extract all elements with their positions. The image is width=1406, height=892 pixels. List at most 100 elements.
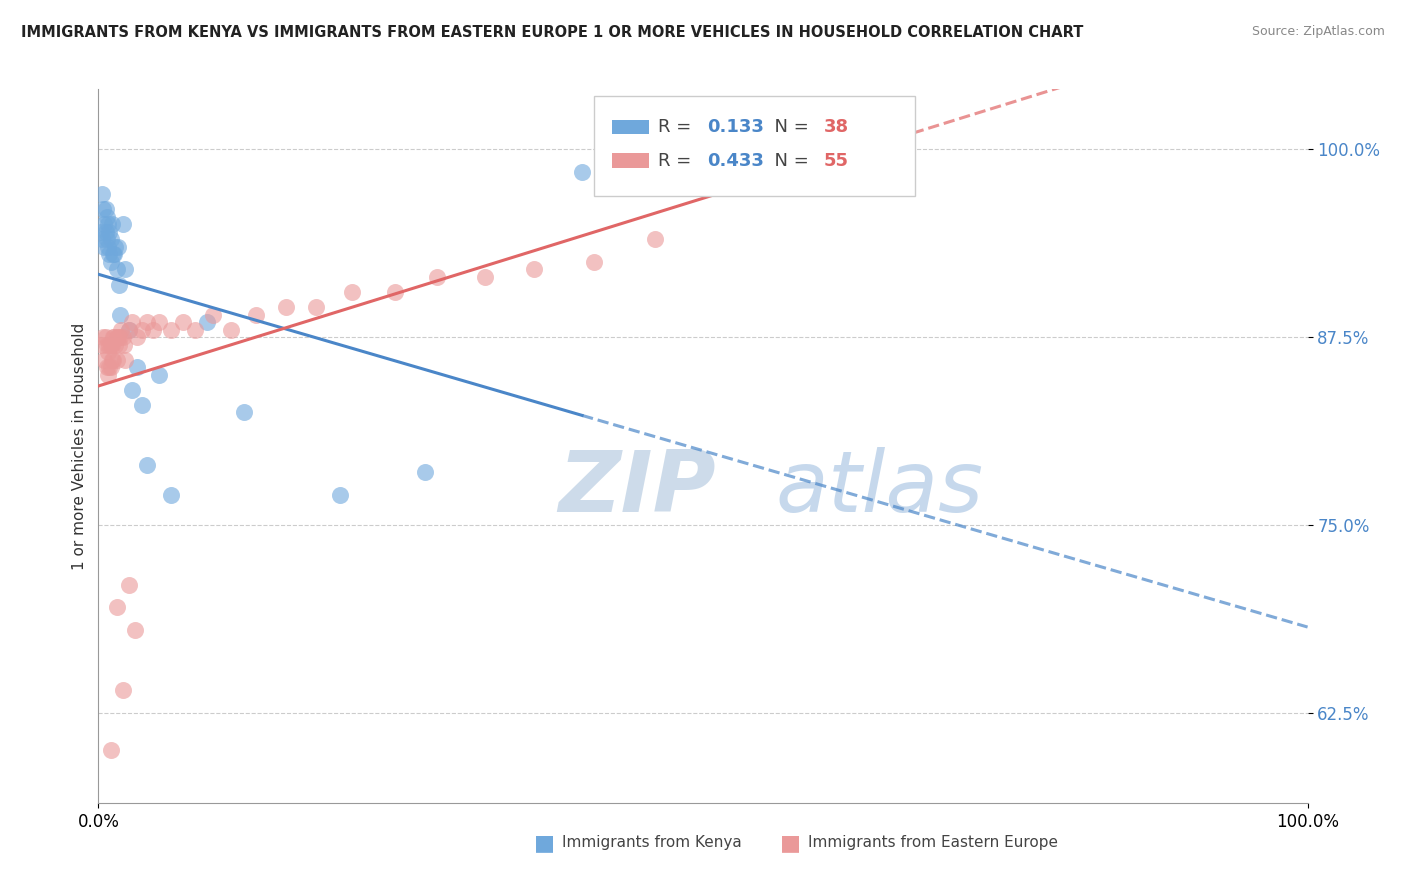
Point — [104, 337, 127, 351]
Point — [91, 187, 114, 202]
Text: ZIP: ZIP — [558, 447, 716, 531]
Point — [100, 360, 122, 375]
Point — [98, 337, 121, 351]
Point — [131, 398, 153, 412]
Point — [127, 360, 149, 375]
Point — [96, 210, 118, 224]
Point — [142, 322, 165, 336]
Point — [100, 255, 122, 269]
Point — [160, 488, 183, 502]
Point — [107, 240, 129, 254]
Point — [98, 360, 121, 375]
Point — [103, 330, 125, 344]
Point — [148, 368, 170, 382]
Point — [135, 458, 157, 472]
Point — [644, 232, 666, 246]
Point — [108, 330, 131, 344]
Point — [96, 337, 118, 351]
Point — [221, 322, 243, 336]
Point — [583, 255, 606, 269]
Point — [245, 308, 267, 322]
Point — [104, 240, 127, 254]
Point — [100, 218, 122, 232]
Point — [118, 322, 141, 336]
Point — [93, 240, 115, 254]
Text: R =: R = — [658, 118, 697, 136]
Point — [100, 743, 122, 757]
Point — [184, 322, 207, 336]
Point — [716, 157, 738, 171]
Point — [100, 337, 122, 351]
Text: N =: N = — [763, 152, 815, 169]
Point — [100, 352, 122, 367]
Point — [160, 322, 183, 336]
Text: 0.433: 0.433 — [707, 152, 763, 169]
Point — [97, 345, 120, 359]
Point — [105, 352, 128, 367]
Point — [100, 232, 122, 246]
Point — [384, 285, 406, 299]
Point — [195, 315, 218, 329]
Point — [101, 330, 124, 344]
Point — [105, 600, 128, 615]
FancyBboxPatch shape — [613, 120, 648, 134]
Text: 55: 55 — [824, 152, 849, 169]
Point — [94, 225, 117, 239]
Point — [91, 202, 114, 217]
Text: R =: R = — [658, 152, 697, 169]
FancyBboxPatch shape — [595, 96, 915, 196]
Point — [523, 262, 546, 277]
Point — [97, 218, 120, 232]
Point — [91, 330, 114, 344]
Point — [329, 488, 352, 502]
Point — [91, 232, 114, 246]
Point — [111, 330, 134, 344]
Point — [118, 578, 141, 592]
Point — [148, 315, 170, 329]
Text: ■: ■ — [780, 833, 801, 853]
Text: 0.133: 0.133 — [707, 118, 763, 136]
Point — [108, 308, 131, 322]
Text: Immigrants from Eastern Europe: Immigrants from Eastern Europe — [808, 836, 1059, 850]
Point — [121, 383, 143, 397]
Point — [98, 247, 121, 261]
Text: atlas: atlas — [776, 447, 984, 531]
Point — [232, 405, 254, 419]
Point — [413, 465, 436, 479]
Point — [121, 315, 143, 329]
Point — [103, 247, 125, 261]
Point — [124, 623, 146, 637]
Y-axis label: 1 or more Vehicles in Household: 1 or more Vehicles in Household — [72, 322, 87, 570]
Point — [342, 285, 364, 299]
Point — [91, 337, 114, 351]
Point — [97, 240, 120, 254]
Point — [96, 232, 118, 246]
Point — [571, 165, 593, 179]
Text: IMMIGRANTS FROM KENYA VS IMMIGRANTS FROM EASTERN EUROPE 1 OR MORE VEHICLES IN HO: IMMIGRANTS FROM KENYA VS IMMIGRANTS FROM… — [21, 25, 1084, 40]
Point — [107, 330, 129, 344]
Point — [93, 352, 115, 367]
Point — [101, 352, 124, 367]
Point — [98, 225, 121, 239]
Point — [127, 330, 149, 344]
Point — [108, 337, 131, 351]
Text: N =: N = — [763, 118, 815, 136]
Text: 38: 38 — [824, 118, 849, 136]
FancyBboxPatch shape — [613, 153, 648, 168]
Point — [305, 300, 328, 314]
Point — [114, 262, 136, 277]
Point — [202, 308, 225, 322]
Point — [112, 337, 135, 351]
Text: ■: ■ — [534, 833, 555, 853]
Point — [274, 300, 297, 314]
Point — [114, 352, 136, 367]
Point — [96, 360, 118, 375]
Point — [426, 270, 449, 285]
Point — [118, 322, 141, 336]
Point — [111, 218, 134, 232]
Point — [108, 277, 131, 292]
Point — [101, 247, 124, 261]
Point — [97, 368, 120, 382]
Point — [105, 262, 128, 277]
Point — [100, 337, 122, 351]
